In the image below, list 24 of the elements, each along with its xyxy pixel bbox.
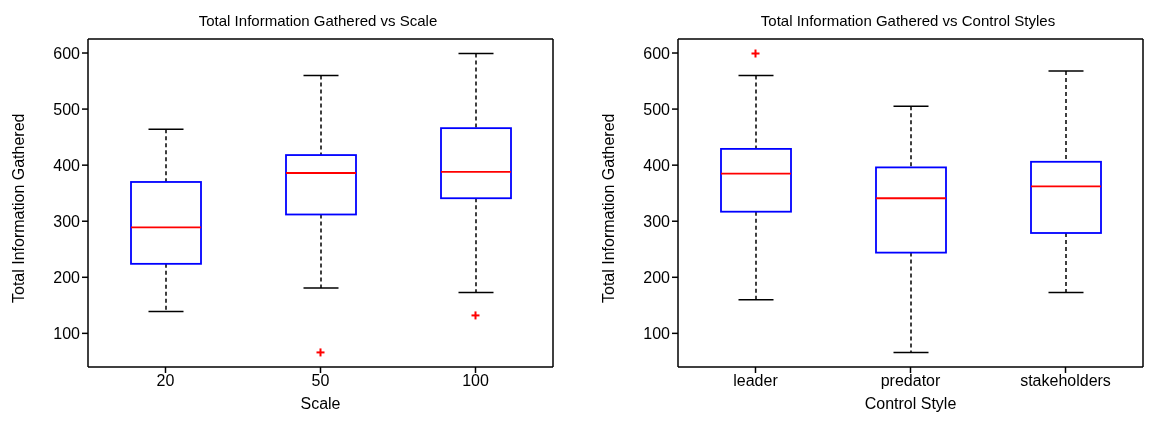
x-tick-label: predator (880, 372, 941, 390)
chart-title: Total Information Gathered vs Scale (197, 11, 439, 31)
y-axis-title: Total Information Gathered (9, 113, 27, 303)
y-tick-label: 200 (53, 268, 81, 286)
x-tick-label: 100 (462, 372, 489, 390)
y-tick-label: 600 (53, 44, 81, 62)
x-tick-label: stakeholders (1020, 372, 1111, 390)
y-axis-title: Total Information Gathered (599, 113, 617, 303)
chart-title: Total Information Gathered vs Control Styles (759, 11, 1057, 31)
y-tick-label: 500 (53, 100, 81, 118)
y-tick-label: 400 (53, 156, 81, 174)
y-tick-label: 400 (643, 156, 671, 174)
x-tick-label: 50 (311, 372, 330, 390)
y-tick-label: 200 (643, 268, 671, 286)
x-tick-label: leader (733, 372, 779, 390)
y-tick-label: 100 (53, 325, 81, 343)
y-tick-label: 500 (643, 100, 671, 118)
x-axis-title: Control Style (864, 395, 957, 412)
x-axis-title: Scale (300, 395, 341, 412)
y-tick-label: 100 (643, 325, 671, 343)
y-tick-label: 300 (643, 212, 671, 230)
x-tick-label: 20 (156, 372, 175, 390)
y-tick-label: 300 (53, 212, 81, 230)
y-tick-label: 600 (643, 44, 671, 62)
